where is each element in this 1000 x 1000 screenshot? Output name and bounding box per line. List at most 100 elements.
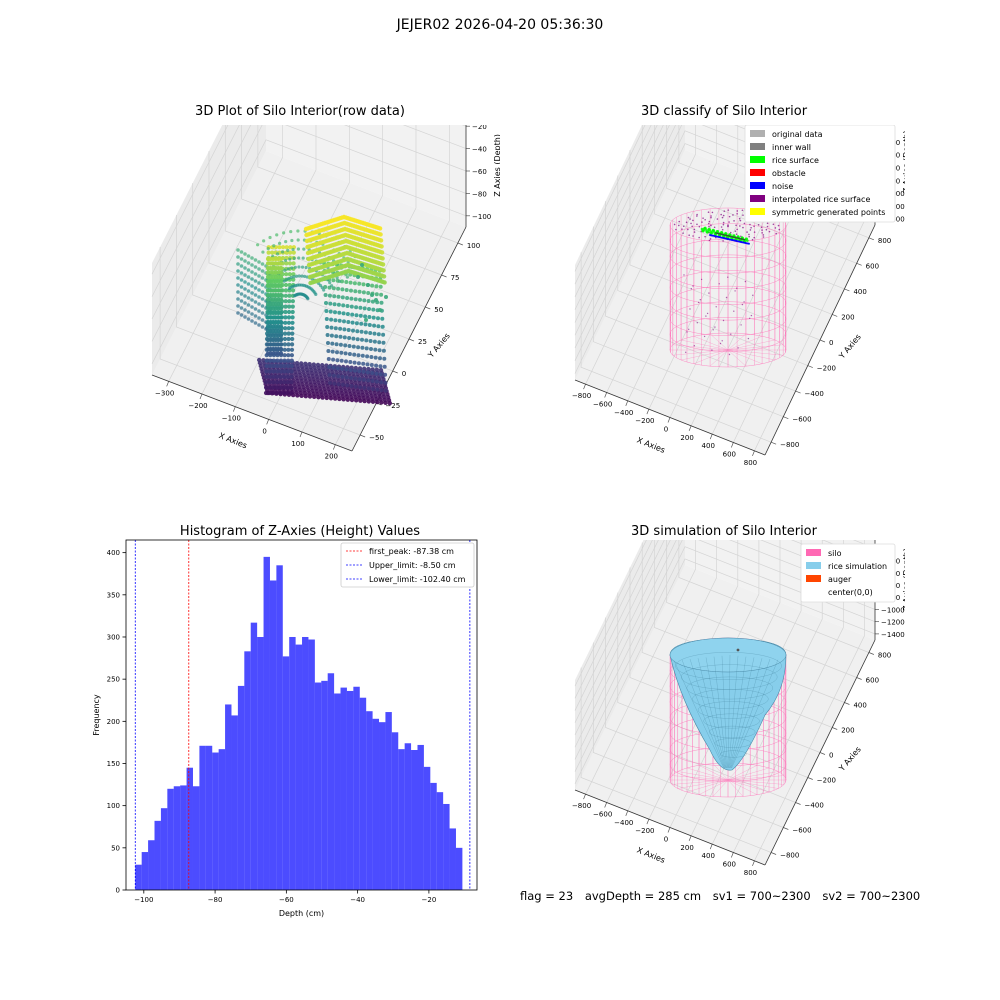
interpolated-point bbox=[689, 218, 691, 220]
data-point bbox=[361, 282, 366, 287]
raw-data-3d-plot[interactable]: −300 −200 −100 0 100 200 −50 −25 0 25 50 75 100 −100 −… bbox=[130, 125, 500, 470]
data-point bbox=[360, 353, 365, 358]
depth-histogram[interactable]: −100 −80 −60 −40 −20 0 50 100 150 200 250 300 350 400… bbox=[80, 535, 490, 920]
data-point bbox=[290, 299, 295, 304]
tick-mark bbox=[844, 288, 850, 292]
interpolated-point bbox=[688, 234, 690, 237]
data-point bbox=[260, 276, 265, 280]
data-point bbox=[278, 315, 284, 320]
data-point bbox=[250, 284, 254, 288]
data-point bbox=[286, 248, 290, 253]
interpolated-point bbox=[744, 280, 747, 283]
data-point bbox=[246, 317, 251, 321]
data-point bbox=[283, 258, 288, 263]
data-point bbox=[342, 319, 346, 324]
data-point bbox=[306, 297, 310, 301]
data-point bbox=[344, 367, 349, 372]
data-point bbox=[246, 289, 251, 293]
grid-line bbox=[151, 125, 467, 275]
x-tick-label: 100 bbox=[291, 440, 304, 448]
interpolated-point bbox=[678, 220, 681, 223]
data-point bbox=[275, 374, 280, 379]
data-point bbox=[370, 367, 375, 372]
data-point bbox=[278, 319, 284, 325]
y-tick-label: −800 bbox=[780, 852, 799, 860]
data-point bbox=[370, 299, 375, 304]
interpolated-point bbox=[712, 329, 714, 331]
data-point bbox=[267, 390, 272, 396]
data-point bbox=[376, 332, 381, 337]
data-point bbox=[250, 305, 254, 309]
mesh-line bbox=[730, 658, 763, 769]
data-point bbox=[239, 285, 244, 289]
data-point bbox=[349, 296, 354, 301]
data-point bbox=[373, 355, 378, 360]
interpolated-point bbox=[753, 225, 755, 228]
data-point bbox=[282, 353, 287, 358]
data-point bbox=[352, 352, 357, 357]
tick-mark bbox=[425, 306, 431, 310]
rice-simulation-surface bbox=[669, 637, 787, 771]
data-point bbox=[271, 385, 276, 390]
y-tick-label: −400 bbox=[805, 390, 824, 398]
tick-mark bbox=[709, 434, 713, 440]
interpolated-point bbox=[778, 228, 781, 231]
data-point bbox=[267, 385, 272, 390]
data-point bbox=[286, 358, 291, 363]
tick-mark bbox=[795, 390, 801, 394]
simulation-3d-plot[interactable]: −800−600−400−2000200400600800−800−600−40… bbox=[560, 540, 905, 880]
legend-label: center(0,0) bbox=[828, 588, 873, 597]
silo-floor-line bbox=[698, 779, 729, 795]
data-point bbox=[380, 316, 385, 321]
silo-floor-line bbox=[727, 779, 744, 797]
data-point bbox=[239, 306, 244, 310]
interpolated-point bbox=[708, 239, 711, 242]
interpolated-point bbox=[722, 221, 725, 224]
interpolated-point bbox=[735, 224, 737, 227]
data-point bbox=[246, 268, 251, 272]
data-point bbox=[351, 344, 356, 349]
data-point bbox=[342, 327, 347, 332]
data-point bbox=[370, 283, 375, 288]
x-axis-label: X Axies bbox=[636, 435, 667, 454]
grid-line bbox=[574, 558, 876, 785]
data-point bbox=[260, 297, 265, 301]
interpolated-point bbox=[752, 294, 754, 296]
silo-ring bbox=[669, 270, 787, 305]
histogram-bar bbox=[244, 651, 251, 890]
interpolated-point bbox=[718, 283, 720, 285]
grid-line bbox=[574, 125, 876, 298]
interpolated-point bbox=[699, 299, 701, 301]
mesh-line bbox=[729, 656, 747, 769]
data-point bbox=[366, 283, 370, 287]
interpolated-point bbox=[693, 345, 695, 347]
interpolated-point bbox=[716, 218, 719, 220]
z-tick-label: −1400 bbox=[881, 631, 905, 639]
data-point bbox=[368, 331, 373, 335]
data-point bbox=[331, 278, 336, 283]
interpolated-point bbox=[709, 238, 712, 240]
inner-wall-point bbox=[727, 234, 729, 237]
data-point bbox=[286, 342, 291, 347]
classify-3d-plot[interactable]: −800−600−400−2000200400600800−800−600−40… bbox=[560, 125, 905, 470]
legend-label: noise bbox=[772, 182, 793, 191]
interpolated-point bbox=[761, 229, 763, 231]
interpolated-point bbox=[719, 342, 722, 345]
interpolated-point bbox=[721, 228, 724, 231]
legend-swatch bbox=[750, 195, 765, 202]
grid-line bbox=[678, 540, 870, 653]
data-point bbox=[360, 345, 365, 350]
silo-floor-line bbox=[727, 349, 747, 367]
inner-wall-point bbox=[733, 236, 735, 239]
data-point bbox=[282, 279, 286, 283]
data-point bbox=[383, 380, 388, 385]
silo-floor-line bbox=[727, 765, 758, 781]
data-point bbox=[266, 250, 271, 255]
data-point bbox=[290, 309, 295, 315]
data-point bbox=[302, 247, 306, 251]
data-point bbox=[271, 380, 276, 385]
data-point bbox=[381, 268, 386, 273]
silo-ring bbox=[669, 223, 787, 258]
silo-floor-line bbox=[727, 336, 763, 351]
data-point bbox=[278, 270, 284, 275]
